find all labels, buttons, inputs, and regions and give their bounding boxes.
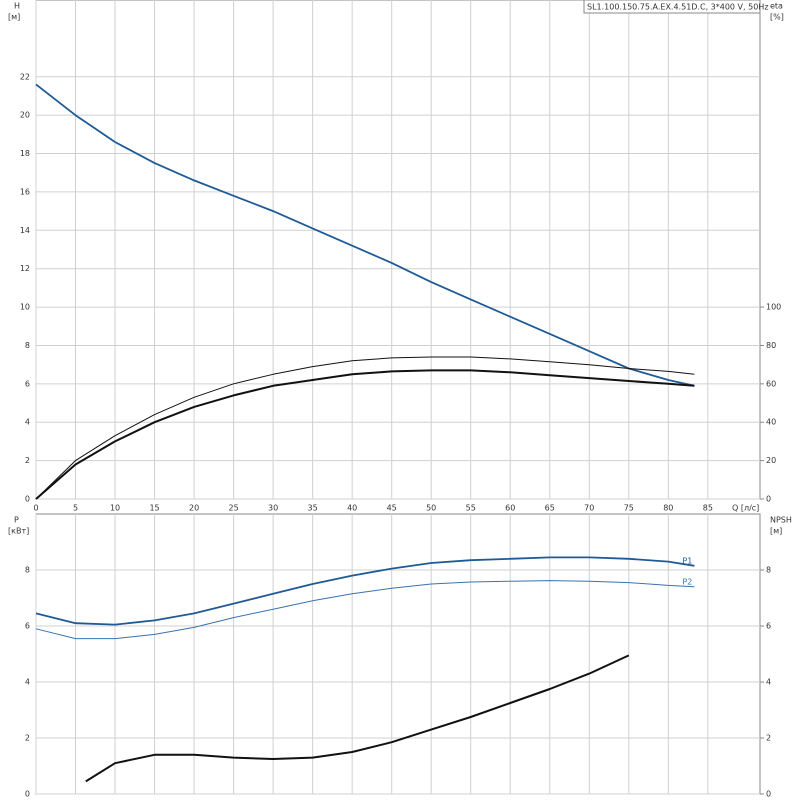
x-tick-label: 10 (110, 504, 120, 513)
y-unit: [кВт] (8, 527, 29, 536)
x-tick-label: 40 (347, 504, 357, 513)
curve (35, 356, 695, 500)
x-tick-label: 45 (387, 504, 397, 513)
x-tick-label: 80 (663, 504, 673, 513)
y-tick-label: 22 (20, 72, 30, 81)
y2-tick-label: 0 (766, 790, 771, 799)
y-unit: [м] (8, 13, 20, 22)
x-tick-label: 65 (545, 504, 555, 513)
y-label: H (14, 2, 20, 11)
y2-tick-label: 20 (766, 456, 776, 465)
y-tick-label: 12 (20, 264, 30, 273)
x-tick-label: 20 (189, 504, 199, 513)
x-tick-label: 75 (624, 504, 634, 513)
curve (35, 556, 695, 626)
y2-tick-label: 2 (766, 734, 771, 743)
y-tick-label: 10 (20, 303, 30, 312)
plot-frame (35, 0, 761, 500)
y-label: P (14, 516, 19, 525)
y2-tick-label: 0 (766, 495, 771, 504)
x-tick-label: 50 (426, 504, 436, 513)
x-label: Q [л/с] (732, 504, 759, 513)
y-tick-label: 6 (25, 379, 30, 388)
x-tick-label: 60 (505, 504, 515, 513)
x-tick-label: 55 (466, 504, 476, 513)
chart-title: SL1.100.150.75.A.EX.4.51D.C, 3*400 V, 50… (587, 3, 769, 12)
y2-label: eta (770, 2, 783, 11)
y-tick-label: 18 (20, 149, 30, 158)
y-tick-label: 6 (25, 622, 30, 631)
x-tick-label: 0 (33, 504, 38, 513)
x-tick-label: 85 (703, 504, 713, 513)
series-label: P1 (682, 556, 692, 565)
x-tick-label: 25 (229, 504, 239, 513)
y2-tick-label: 80 (766, 341, 776, 350)
x-tick-label: 35 (308, 504, 318, 513)
y2-unit: [м] (770, 527, 782, 536)
title-box (583, 0, 761, 14)
y2-tick-label: 4 (766, 678, 771, 687)
y-tick-label: 16 (20, 187, 30, 196)
x-tick-label: 70 (584, 504, 594, 513)
curve (35, 83, 695, 387)
y2-tick-label: 100 (766, 303, 781, 312)
y-tick-label: 0 (25, 495, 30, 504)
y2-tick-label: 60 (766, 379, 776, 388)
y2-tick-label: 8 (766, 566, 771, 575)
x-tick-label: 30 (268, 504, 278, 513)
curve (35, 369, 695, 500)
y-tick-label: 8 (25, 341, 30, 350)
y2-unit: [%] (770, 13, 784, 22)
x-tick-label: 5 (73, 504, 78, 513)
y-tick-label: 4 (25, 418, 30, 427)
y-tick-label: 2 (25, 456, 30, 465)
y2-tick-label: 40 (766, 418, 776, 427)
series-label: P2 (682, 577, 692, 586)
curve (35, 580, 695, 640)
y-tick-label: 20 (20, 111, 30, 120)
y-tick-label: 8 (25, 566, 30, 575)
y2-label: NPSH (770, 516, 792, 525)
y2-tick-label: 6 (766, 622, 771, 631)
x-tick-label: 15 (149, 504, 159, 513)
y-tick-label: 4 (25, 678, 30, 687)
y-tick-label: 2 (25, 734, 30, 743)
curve (85, 654, 630, 783)
plot-frame (35, 513, 761, 795)
y-tick-label: 14 (20, 226, 30, 235)
y-tick-label: 0 (25, 790, 30, 799)
